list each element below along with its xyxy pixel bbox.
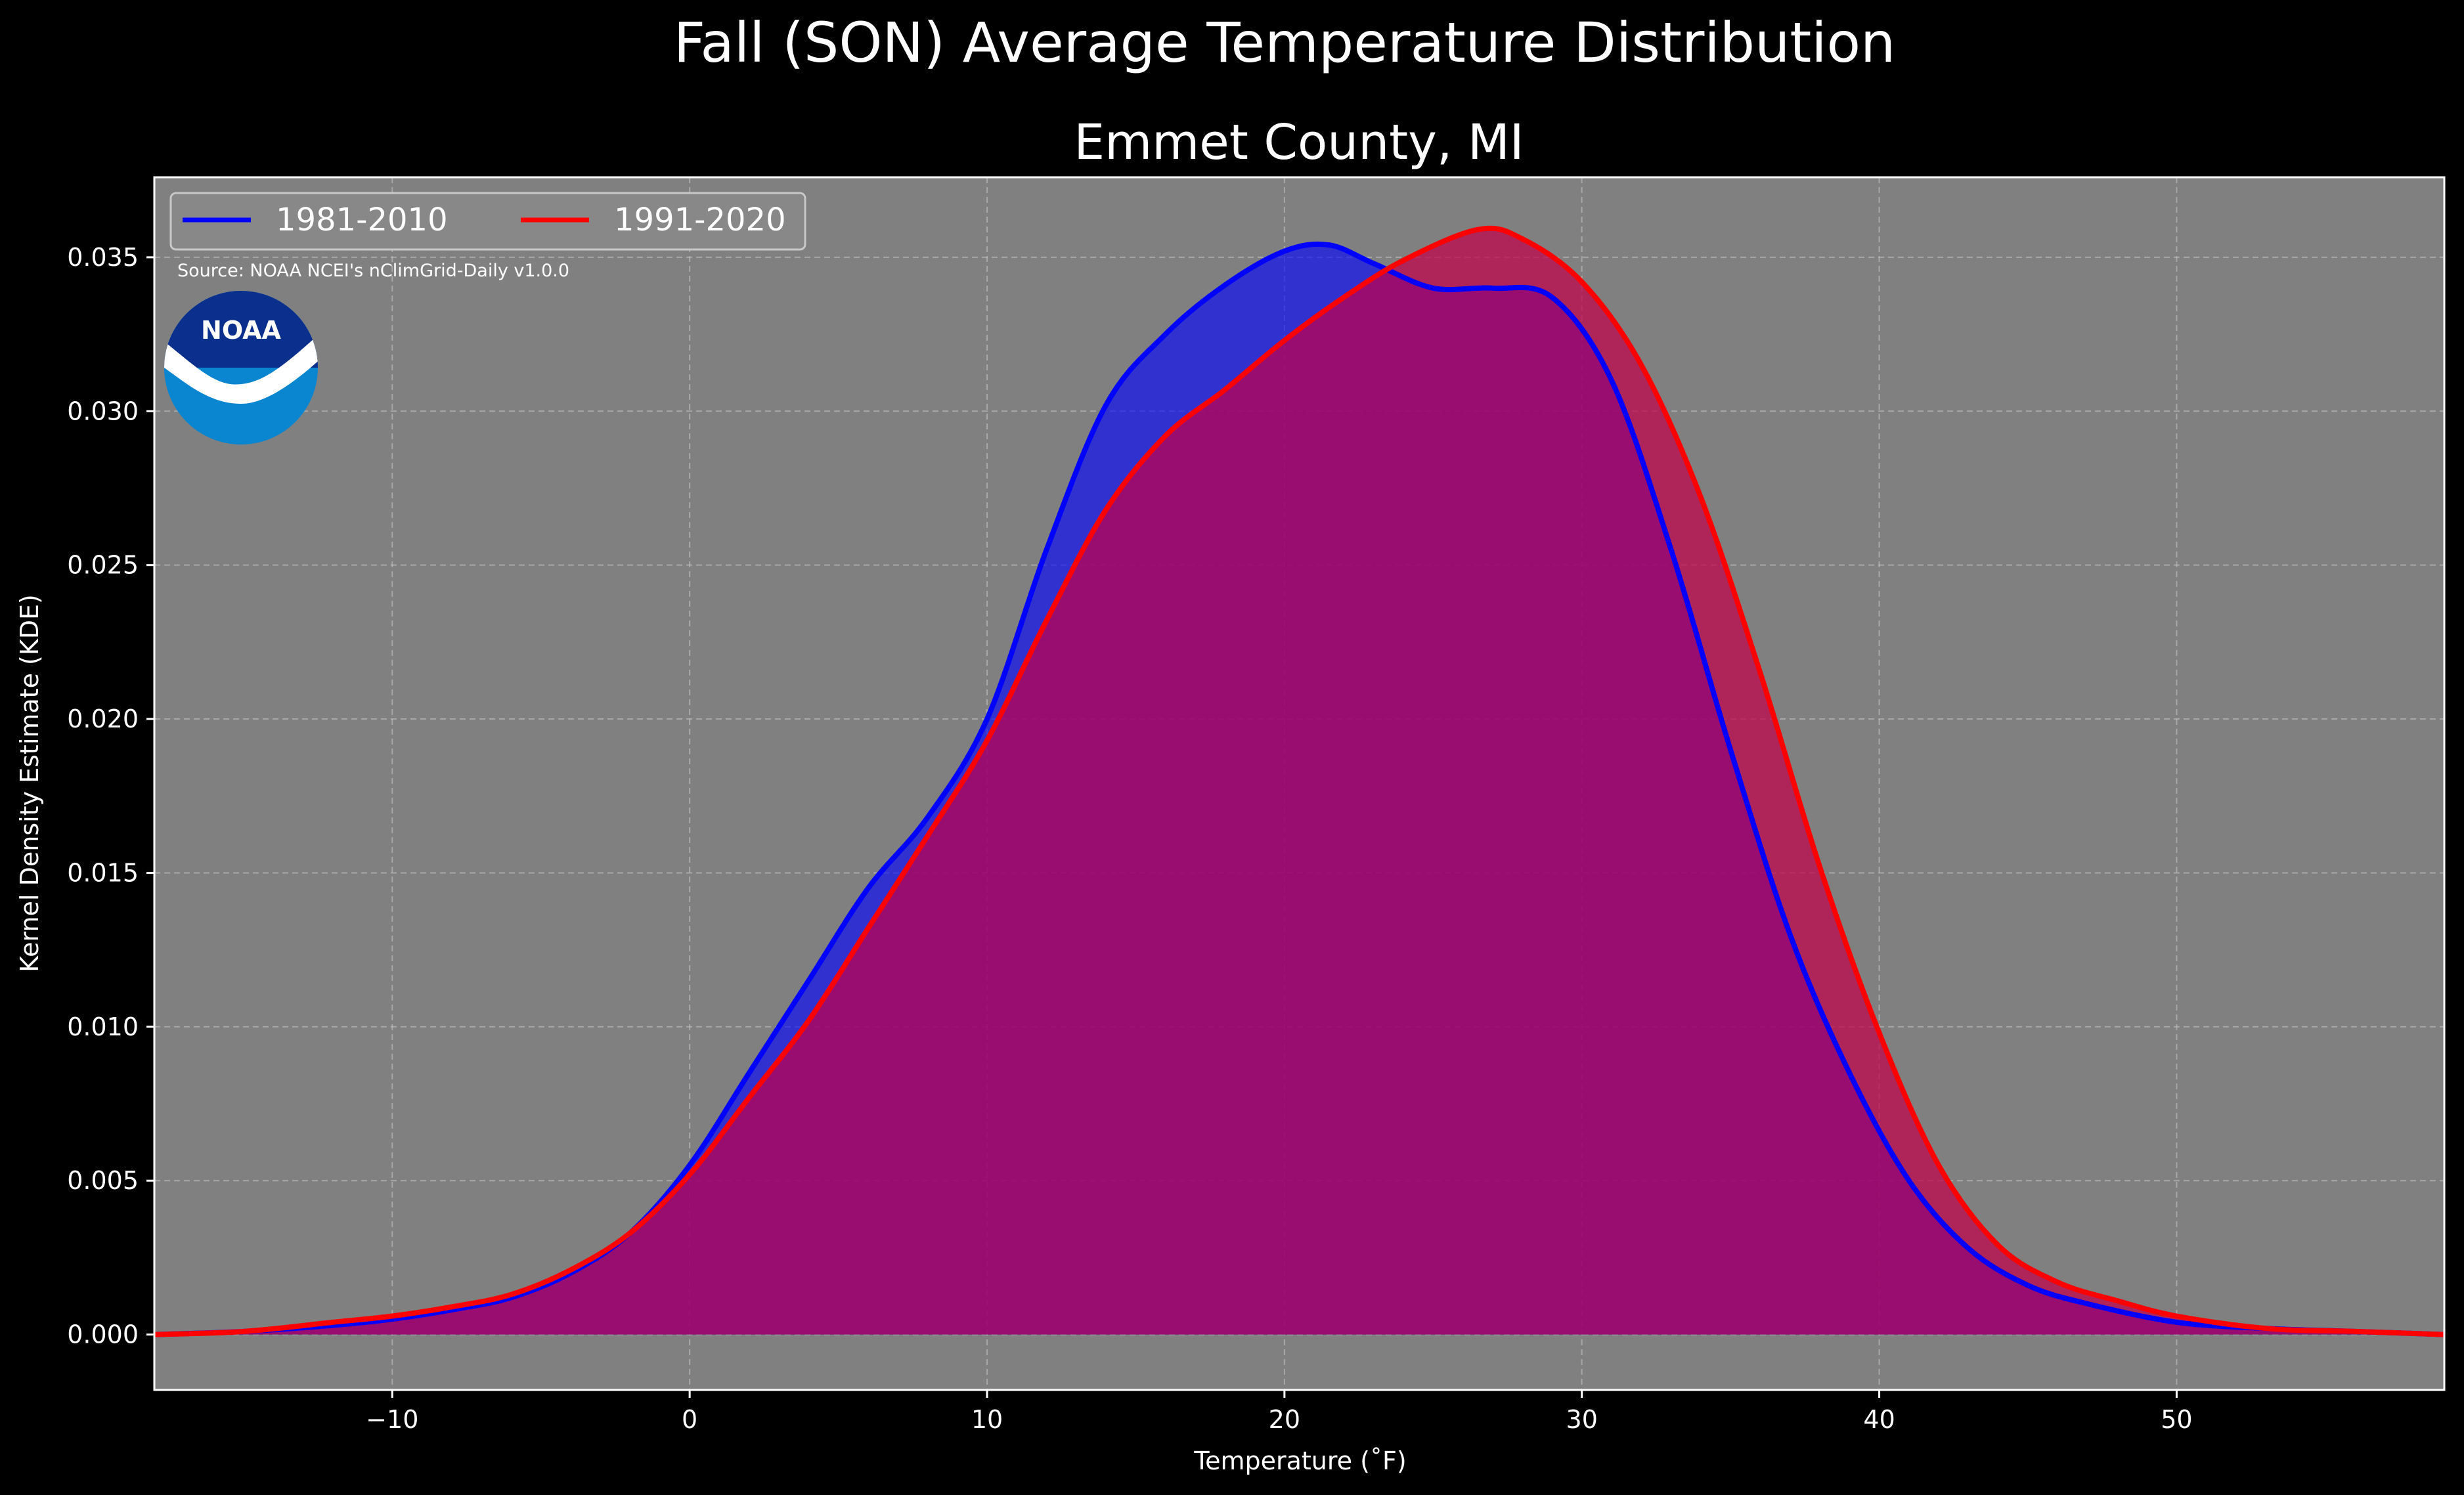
- y-axis-label: Kernel Density Estimate (KDE): [15, 594, 44, 972]
- x-axis-ticks: −10 0 10 20 30 40 50: [366, 1390, 2193, 1434]
- density-lines: [154, 225, 2445, 1337]
- y-tick-label: 0.030: [67, 397, 139, 425]
- legend-box: [169, 192, 806, 251]
- y-tick-label: 0.005: [67, 1166, 139, 1195]
- source-note: Source: NOAA NCEI's nClimGrid-Daily v1.0…: [177, 261, 569, 281]
- x-axis-label: Temperature (˚F): [1193, 1446, 1406, 1475]
- x-tick-label: 0: [682, 1405, 697, 1434]
- y-tick-label: 0.025: [67, 551, 139, 580]
- x-tick-label: 10: [971, 1405, 1003, 1434]
- y-tick-label: 0.020: [67, 704, 139, 733]
- density-line-1991-2020: [154, 225, 2445, 1337]
- legend-label-1981-2010: 1981-2010: [276, 202, 448, 238]
- chart-subtitle: Emmet County, MI: [1074, 114, 1524, 171]
- x-tick-label: 20: [1269, 1405, 1300, 1434]
- y-axis-ticks: 0.000 0.005 0.010 0.015 0.020 0.025 0.030 0.035: [67, 243, 154, 1349]
- density-fills: [154, 228, 2444, 1335]
- y-tick-label: 0.000: [67, 1320, 139, 1349]
- y-tick-label: 0.010: [67, 1012, 139, 1041]
- density-fill-1991-2020: [154, 228, 2444, 1335]
- x-tick-label: −10: [366, 1405, 418, 1434]
- x-tick-label: 30: [1566, 1405, 1598, 1434]
- y-tick-label: 0.015: [67, 858, 139, 887]
- noaa-logo-text: NOAA: [201, 316, 281, 345]
- y-tick-label: 0.035: [67, 243, 139, 272]
- figure-title: Fall (SON) Average Temperature Distribut…: [674, 11, 1895, 75]
- legend: 1981-2010 1991-2020: [169, 192, 806, 251]
- x-tick-label: 50: [2161, 1405, 2192, 1434]
- x-tick-label: 40: [1863, 1405, 1895, 1434]
- plot-frame: [153, 176, 2446, 1391]
- legend-label-1991-2020: 1991-2020: [614, 202, 786, 238]
